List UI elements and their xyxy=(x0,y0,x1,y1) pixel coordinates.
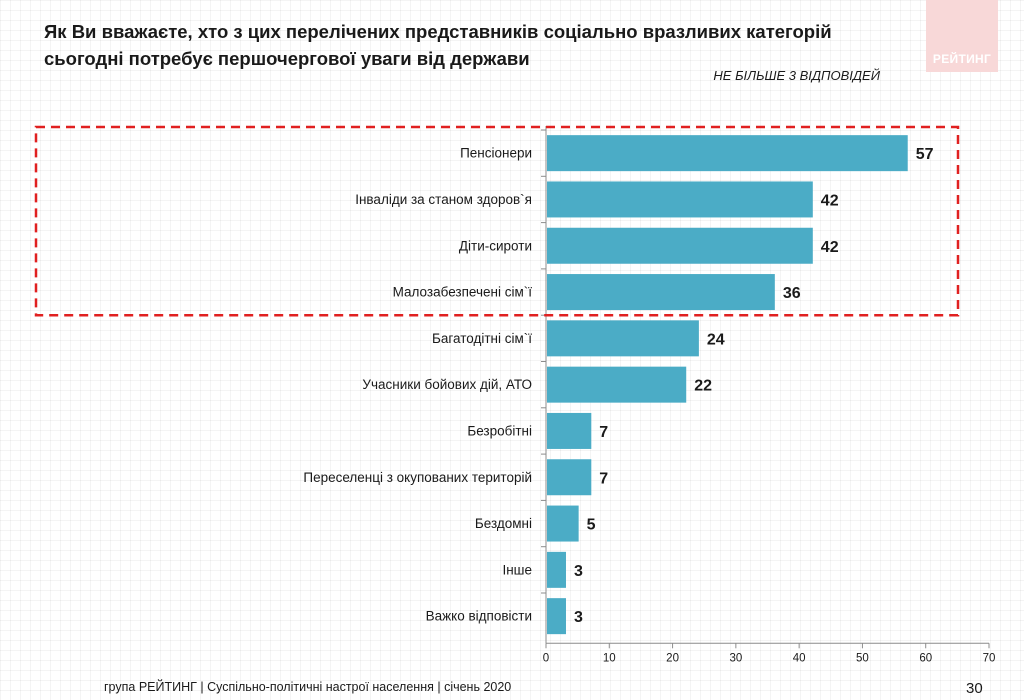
category-label: Учасники бойових дій, АТО xyxy=(362,377,532,392)
x-tick-label: 70 xyxy=(983,652,996,664)
data-label: 57 xyxy=(916,146,934,163)
x-tick-label: 40 xyxy=(793,652,806,664)
category-label: Інше xyxy=(502,562,532,577)
bar xyxy=(547,366,687,403)
bar xyxy=(547,551,566,588)
category-label: Малозабезпечені сім`ї xyxy=(393,285,533,300)
data-label: 22 xyxy=(694,378,712,395)
footer-source: група РЕЙТИНГ | Суспільно-політичні наст… xyxy=(104,680,512,694)
category-label: Важко відповісти xyxy=(426,609,532,624)
data-label: 5 xyxy=(587,517,596,534)
answer-limit-note: НЕ БІЛЬШЕ 3 ВІДПОВІДЕЙ xyxy=(713,68,880,83)
bar xyxy=(547,320,699,357)
data-label: 42 xyxy=(821,239,839,256)
chart-title: Як Ви вважаєте, хто з цих перелічених пр… xyxy=(44,21,832,69)
data-label: 42 xyxy=(821,192,839,209)
category-label: Безробітні xyxy=(467,423,532,438)
x-tick-label: 0 xyxy=(543,652,549,664)
bar xyxy=(547,598,566,635)
data-label: 36 xyxy=(783,285,801,302)
bar xyxy=(547,227,813,264)
brand-logo: РЕЙТИНГ xyxy=(926,0,998,72)
category-label: Інваліди за станом здоров`я xyxy=(355,192,532,207)
category-label: Багатодітні сім`ї xyxy=(432,331,532,346)
bar xyxy=(547,459,592,496)
bar xyxy=(547,412,592,449)
bar xyxy=(547,274,775,311)
category-label: Пенсіонери xyxy=(460,146,532,161)
category-label: Діти-сироти xyxy=(459,238,532,253)
x-tick-label: 60 xyxy=(919,652,932,664)
data-label: 3 xyxy=(574,563,583,580)
x-tick-label: 50 xyxy=(856,652,869,664)
data-label: 7 xyxy=(599,424,608,441)
x-tick-label: 10 xyxy=(603,652,616,664)
data-label: 3 xyxy=(574,609,583,626)
x-tick-label: 20 xyxy=(666,652,679,664)
x-tick-label: 30 xyxy=(729,652,742,664)
bar xyxy=(547,181,813,218)
category-label: Бездомні xyxy=(475,516,532,531)
page-number: 30 xyxy=(966,680,983,697)
bar xyxy=(547,505,579,542)
category-label: Переселенці з окупованих територій xyxy=(303,470,532,485)
data-label: 24 xyxy=(707,331,725,348)
bar xyxy=(547,135,908,172)
data-label: 7 xyxy=(599,470,608,487)
